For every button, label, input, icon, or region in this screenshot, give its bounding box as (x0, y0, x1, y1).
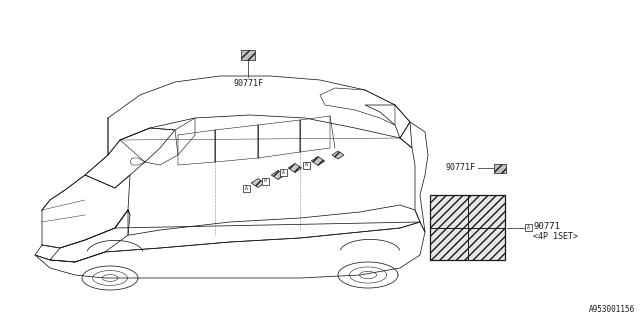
Text: A: A (244, 186, 248, 190)
Polygon shape (252, 179, 265, 188)
Text: A: A (527, 225, 529, 230)
Text: A: A (305, 163, 307, 167)
Polygon shape (332, 151, 344, 159)
Bar (243, 185, 250, 191)
Bar (430, 228, 467, 260)
Text: A: A (264, 179, 266, 183)
Bar (467, 228, 505, 260)
Text: 90771: 90771 (533, 222, 560, 231)
Bar (494, 164, 506, 172)
Polygon shape (311, 156, 324, 165)
Text: 90771F: 90771F (446, 163, 476, 172)
Bar (467, 195, 505, 228)
Text: A: A (282, 170, 284, 174)
Bar (262, 178, 269, 185)
Bar (303, 162, 310, 169)
Bar (430, 195, 505, 260)
Text: A953001156: A953001156 (589, 305, 635, 314)
Bar (280, 169, 287, 175)
Bar (525, 224, 531, 231)
Text: 90771F: 90771F (233, 79, 263, 88)
Polygon shape (288, 164, 301, 172)
Polygon shape (271, 171, 285, 180)
Bar (430, 195, 467, 228)
Bar (241, 50, 255, 60)
Text: <4P 1SET>: <4P 1SET> (533, 232, 578, 241)
